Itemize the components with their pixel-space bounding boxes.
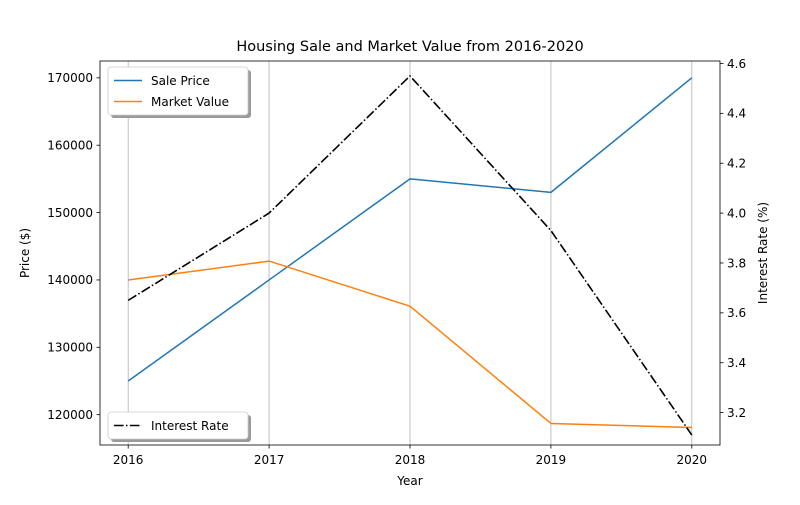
x-tick-label-2018: 2018: [395, 453, 426, 467]
legend-upper-left: Sale Price Market Value: [107, 66, 251, 118]
series-lines: [127, 75, 693, 436]
series-line-sale-price: [127, 77, 693, 382]
y2-tick-label-4.4: 4.4: [727, 107, 746, 121]
series-line-interest-rate: [127, 75, 693, 436]
y2-tick-label-3.6: 3.6: [727, 306, 746, 320]
legends: Sale Price Market Value Interest Rate: [107, 66, 251, 442]
y-tick-label-150000: 150000: [47, 206, 93, 220]
y2-tick-label-4.2: 4.2: [727, 157, 746, 171]
series-line-market-value: [128, 260, 692, 429]
y-tick-label-120000: 120000: [47, 408, 93, 422]
y2-tick-label-4.6: 4.6: [727, 57, 746, 71]
y2-tick-label-4.0: 4.0: [727, 206, 746, 220]
legend-box: [107, 411, 249, 440]
legend-label-market-value: Market Value: [151, 95, 229, 109]
y-axis-label: Price ($): [18, 228, 32, 278]
y2-tick-label-3.4: 3.4: [727, 356, 746, 370]
x-tick-label-2016: 2016: [113, 453, 144, 467]
x-tick-label-2020: 2020: [677, 453, 708, 467]
y-tick-label-160000: 160000: [47, 139, 93, 153]
y-tick-label-170000: 170000: [47, 71, 93, 85]
x-axis-label: Year: [396, 474, 422, 488]
legend-label-sale-price: Sale Price: [151, 74, 210, 88]
legend-lower-left: Interest Rate: [107, 411, 251, 442]
x-tick-label-2017: 2017: [254, 453, 285, 467]
chart-title: Housing Sale and Market Value from 2016-…: [236, 39, 583, 55]
legend-label-interest-rate: Interest Rate: [151, 419, 229, 433]
y2-tick-label-3.8: 3.8: [727, 256, 746, 270]
y-tick-label-130000: 130000: [47, 341, 93, 355]
y-tick-label-140000: 140000: [47, 273, 93, 287]
y2-tick-label-3.2: 3.2: [727, 406, 746, 420]
y2-axis-label: Interest Rate (%): [756, 202, 770, 304]
legend-box: [107, 66, 249, 116]
axes: 2016 2017 2018 2019 2020 120000 130000 140000 15…: [47, 57, 746, 467]
x-tick-label-2019: 2019: [536, 453, 567, 467]
